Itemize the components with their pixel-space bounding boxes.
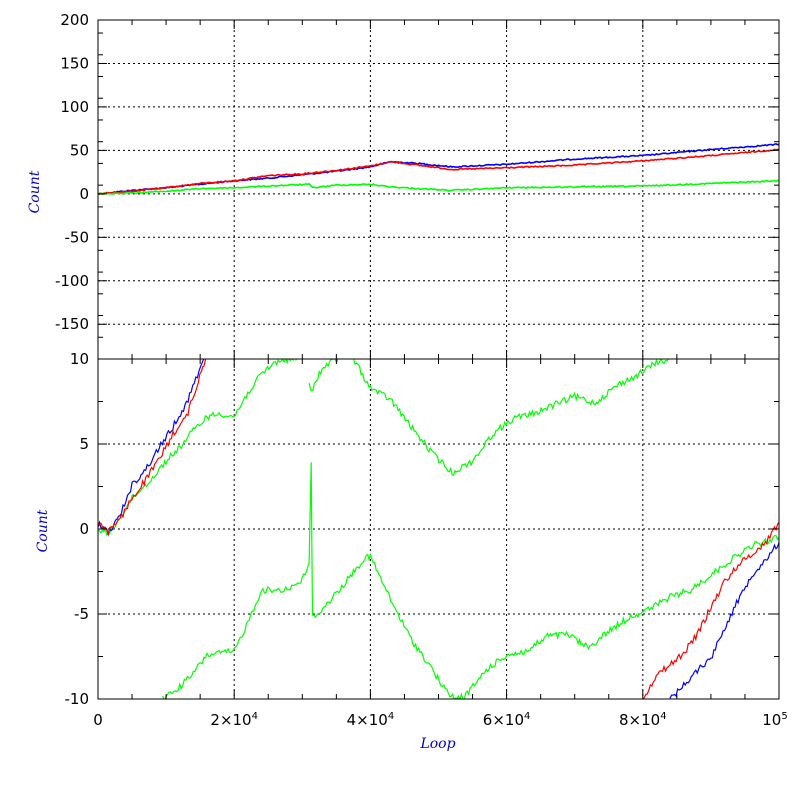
top-y-axis-label: Count <box>27 170 43 213</box>
series-line <box>642 521 779 699</box>
top-series <box>98 143 779 196</box>
bottom-y-axis-label: Count <box>35 509 51 552</box>
series-line <box>352 359 670 476</box>
x-tick-label: 6×104 <box>483 711 531 729</box>
x-tick-label: 105 <box>762 711 787 729</box>
top-panel: 200 150 100 50 0 -50 -100 -150 Count <box>27 11 780 360</box>
series-line <box>98 148 779 196</box>
top-grid <box>98 20 779 359</box>
bottom-series <box>98 359 779 699</box>
y-tick-label: -10 <box>65 690 90 708</box>
series-line <box>162 462 779 699</box>
bottom-y-tick-labels: 10 5 0 -5 -10 <box>65 350 90 708</box>
y-tick-label: -150 <box>55 315 89 333</box>
bottom-panel-frame <box>97 358 780 700</box>
x-tick-labels: 0 2×104 4×104 6×104 8×104 105 <box>93 711 788 729</box>
x-tick-label: 4×104 <box>347 711 395 729</box>
series-line <box>669 542 779 699</box>
y-tick-label: 0 <box>79 185 89 203</box>
series-line <box>98 179 779 196</box>
y-tick-label: 100 <box>60 98 89 116</box>
y-tick-label: -100 <box>55 272 89 290</box>
y-tick-label: -50 <box>65 228 90 246</box>
x-tick-label: 8×104 <box>619 711 667 729</box>
y-tick-label: -5 <box>74 605 89 623</box>
y-tick-label: 50 <box>70 141 89 159</box>
series-line <box>98 359 207 536</box>
top-y-tick-labels: 200 150 100 50 0 -50 -100 -150 <box>55 11 89 333</box>
y-tick-label: 200 <box>60 11 89 29</box>
x-tick-label: 2×104 <box>210 711 258 729</box>
y-tick-label: 10 <box>70 350 89 368</box>
y-tick-label: 150 <box>60 54 89 72</box>
series-line <box>98 359 205 537</box>
x-tick-label: 0 <box>93 711 103 729</box>
x-axis-label: Loop <box>419 736 455 752</box>
y-tick-label: 5 <box>79 435 89 453</box>
y-tick-label: 0 <box>79 520 89 538</box>
